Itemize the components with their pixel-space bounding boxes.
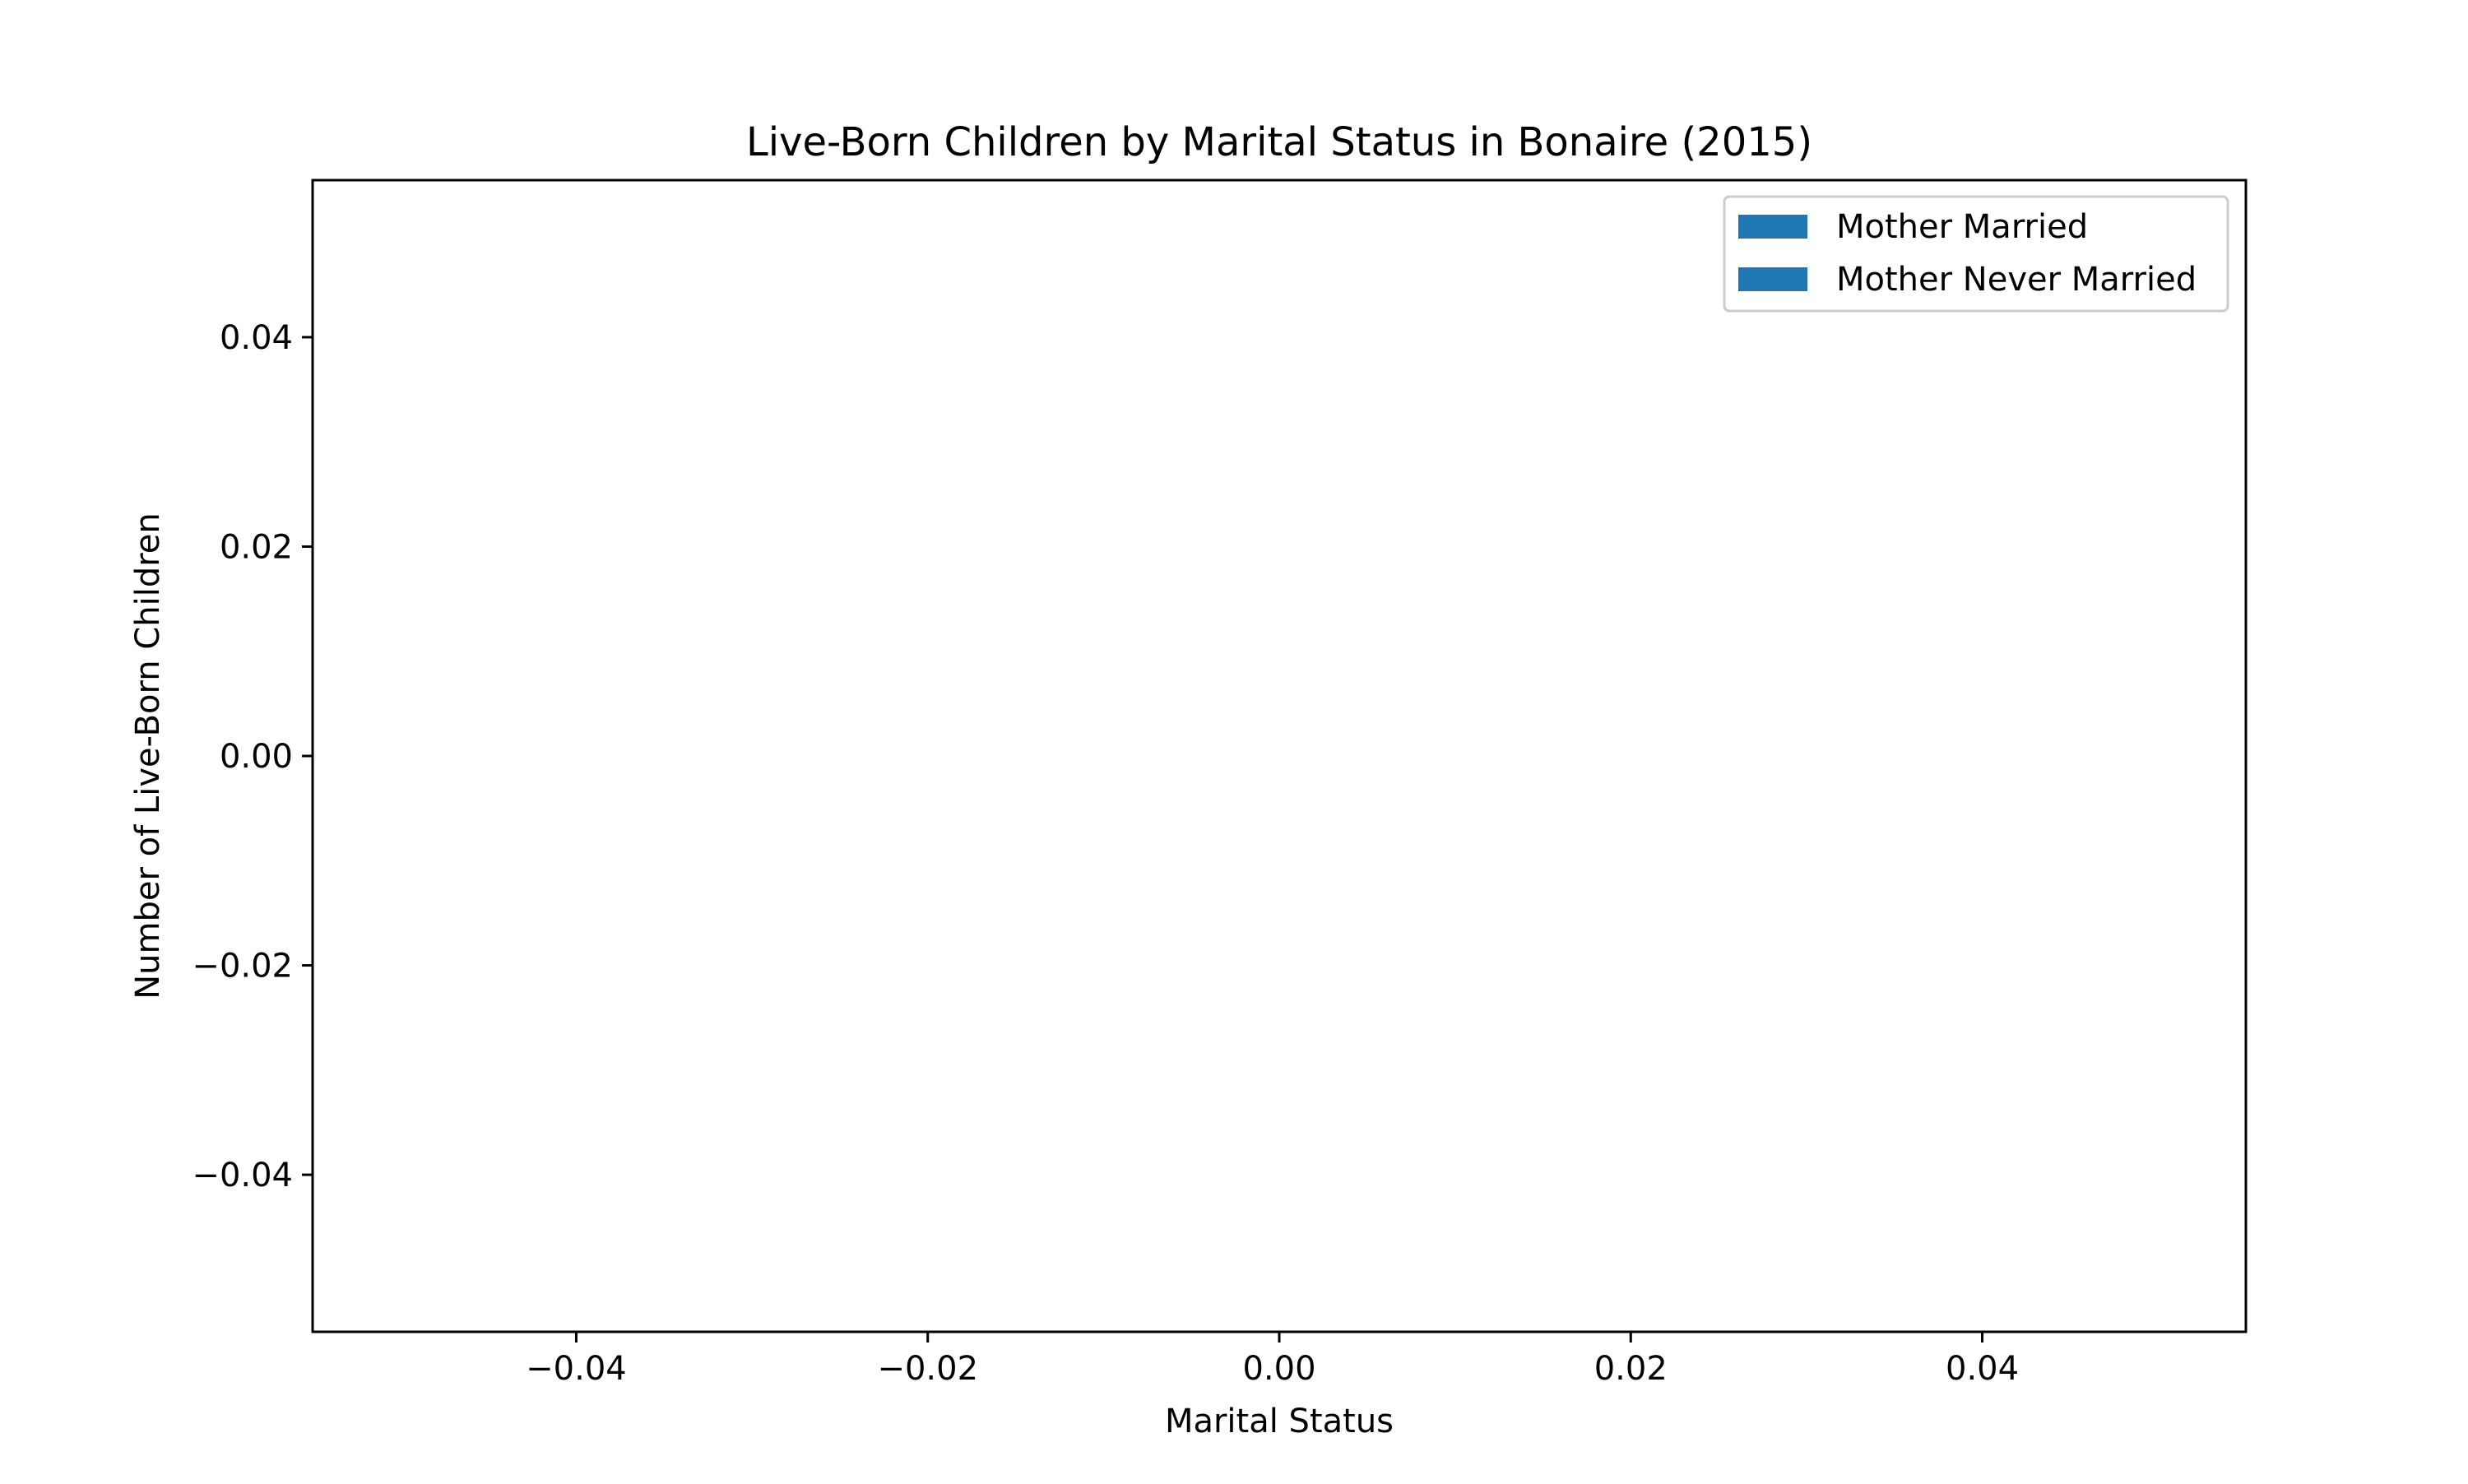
legend-box — [1723, 195, 2229, 313]
legend-swatch-mother-never-married — [1738, 267, 1807, 291]
y-axis-label: Number of Live-Born Children — [129, 512, 167, 999]
chart-title: Live-Born Children by Marital Status in … — [746, 119, 1812, 165]
x-axis-label: Marital Status — [1165, 1403, 1394, 1440]
y-tick-label: 0.04 — [220, 319, 293, 357]
x-tick-label: 0.04 — [1946, 1350, 2019, 1388]
y-tick-label: −0.02 — [192, 948, 293, 985]
legend-label-mother-never-married: Mother Never Married — [1836, 261, 2197, 299]
y-tick-label: 0.02 — [220, 528, 293, 566]
x-tick-label: −0.02 — [877, 1350, 978, 1388]
x-tick-label: 0.02 — [1594, 1350, 1668, 1388]
x-tick-label: 0.00 — [1242, 1350, 1315, 1388]
y-tick-label: 0.00 — [220, 738, 293, 776]
y-axis-ticks: 0.04 0.02 0.00 −0.02 −0.04 — [192, 319, 313, 1194]
legend: Mother Married Mother Never Married — [1723, 195, 2229, 313]
y-tick-label: −0.04 — [192, 1157, 293, 1194]
legend-swatch-mother-married — [1738, 215, 1807, 239]
x-tick-label: −0.04 — [526, 1350, 627, 1388]
plot-area-frame — [311, 179, 2248, 1333]
x-axis-ticks: −0.04 −0.02 0.00 0.02 0.04 — [526, 1332, 2019, 1388]
legend-label-mother-married: Mother Married — [1836, 208, 2088, 246]
